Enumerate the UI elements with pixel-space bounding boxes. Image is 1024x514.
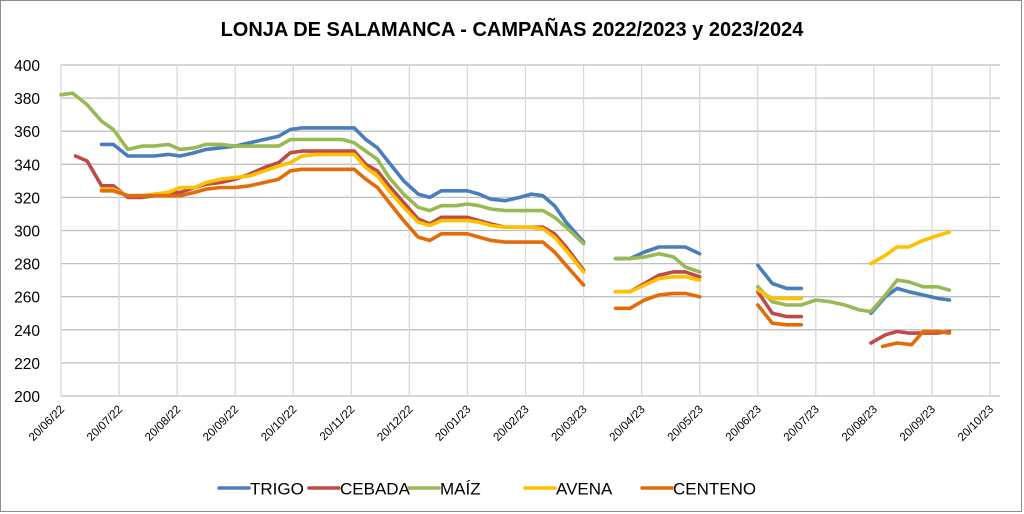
series-avena (99, 152, 952, 301)
x-tick-label: 20/11/22 (318, 404, 358, 444)
y-tick-label: 400 (14, 58, 40, 75)
legend-item-trigo: TRIGO (217, 480, 304, 499)
series-line-avena (99, 152, 586, 274)
y-axis: 400 380 360 340 320 300 280 260 240 220 200 (14, 58, 40, 406)
series-line-centeno (880, 329, 952, 349)
legend-item-centeno: CENTENO (640, 480, 756, 499)
x-tick-label: 20/09/23 (898, 404, 938, 444)
x-tick-label: 20/09/22 (201, 404, 241, 444)
series-line-maíz (755, 278, 952, 314)
y-tick-label: 340 (14, 157, 40, 174)
series-line-centeno (99, 167, 586, 287)
legend-label: CENTENO (673, 480, 756, 499)
y-tick-label: 280 (14, 257, 40, 274)
grid (60, 64, 1000, 397)
x-tick-label: 20/06/23 (724, 404, 764, 444)
series-line-cebada (613, 270, 702, 294)
y-tick-label: 300 (14, 224, 40, 241)
chart-title: LONJA DE SALAMANCA - CAMPAÑAS 2022/2023 … (221, 18, 805, 41)
series-line-avena (869, 230, 952, 266)
legend-label: MAÍZ (440, 480, 481, 499)
y-tick-label: 320 (14, 190, 40, 207)
y-tick-label: 380 (14, 91, 40, 108)
series-centeno (99, 167, 952, 349)
series-line-maíz (613, 251, 702, 274)
series-line-centeno (755, 303, 804, 327)
series-line-avena (755, 288, 804, 301)
series-line-trigo (99, 126, 586, 244)
x-axis: 20/06/22 20/07/22 20/08/22 20/09/22 20/10/22… (27, 404, 996, 444)
y-tick-label: 260 (14, 290, 40, 307)
x-tick-label: 20/06/22 (27, 404, 67, 444)
series-cebada (73, 149, 952, 345)
y-tick-label: 360 (14, 124, 40, 141)
series-line-cebada (755, 289, 804, 319)
x-tick-label: 20/07/22 (85, 404, 125, 444)
legend-label: CEBADA (340, 480, 411, 499)
x-tick-label: 20/05/23 (666, 404, 706, 444)
series-line-maíz (59, 91, 586, 246)
x-tick-label: 20/04/23 (608, 404, 648, 444)
x-tick-label: 20/08/23 (840, 404, 880, 444)
legend-item-avena: AVENA (523, 480, 613, 499)
series-maíz (59, 91, 952, 314)
y-tick-label: 240 (14, 323, 40, 340)
x-tick-label: 20/08/22 (143, 404, 183, 444)
x-tick-label: 20/01/23 (433, 404, 473, 444)
x-tick-label: 20/12/22 (375, 404, 415, 444)
x-tick-label: 20/02/23 (491, 404, 531, 444)
x-tick-label: 20/10/22 (259, 404, 299, 444)
series-line-trigo (755, 263, 804, 291)
x-tick-label: 20/03/23 (550, 404, 590, 444)
y-tick-label: 200 (14, 389, 40, 406)
series-line-avena (613, 274, 702, 294)
series-line-centeno (613, 291, 702, 311)
legend-label: AVENA (556, 480, 613, 499)
x-tick-label: 20/07/23 (782, 404, 822, 444)
legend-label: TRIGO (250, 480, 304, 499)
x-tick-label: 20/10/23 (956, 404, 996, 444)
series-group (59, 91, 952, 349)
y-tick-label: 220 (14, 356, 40, 373)
legend: TRIGO CEBADA MAÍZ AVENA CENTENO (217, 480, 756, 499)
legend-item-cebada: CEBADA (307, 480, 411, 499)
legend-item-maíz: MAÍZ (407, 480, 481, 499)
